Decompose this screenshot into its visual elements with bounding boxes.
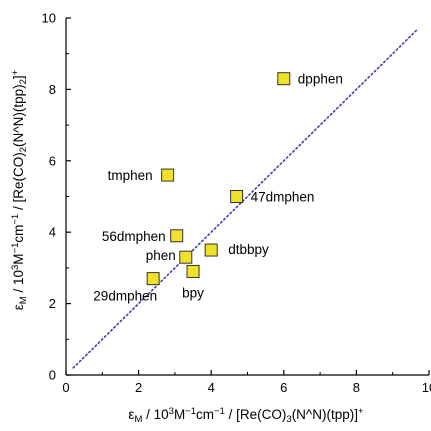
point-label: 56dmphen <box>102 229 166 244</box>
y-tick-label: 4 <box>49 225 56 240</box>
point-labels: dpphen tmphen 47dmphen 56dmphen dtbbpy phen bp… <box>93 72 343 304</box>
data-point-marker <box>204 243 218 257</box>
y-axis-title: εM / 103M−1cm−1 / [Re(CO)2(N^N)(tpp)2]+ <box>10 69 29 310</box>
data-point-marker <box>146 272 160 286</box>
x-axis-title: εM / 103M−1cm−1 / [Re(CO)3(N^N)(tpp)]+ <box>128 406 364 425</box>
y-tick-label: 2 <box>49 296 56 311</box>
x-tick-label: 10 <box>422 380 431 395</box>
x-tick-label: 6 <box>280 380 287 395</box>
data-point-marker <box>186 264 200 278</box>
y-tick-label: 8 <box>49 82 56 97</box>
reference-line <box>72 27 419 369</box>
y-tick-label: 10 <box>42 11 56 26</box>
y-tick-label: 0 <box>49 368 56 383</box>
point-label: 47dmphen <box>251 190 315 205</box>
point-label: bpy <box>182 285 204 300</box>
point-label: dtbbpy <box>228 242 269 257</box>
data-points <box>146 72 291 286</box>
x-tick-label: 8 <box>353 380 360 395</box>
point-label: 29dmphen <box>93 289 157 304</box>
data-point-marker <box>170 229 184 243</box>
x-tick-label: 0 <box>62 380 69 395</box>
data-point-marker <box>179 250 193 264</box>
y-tick-label: 6 <box>49 153 56 168</box>
x-axis-ticks: 0 2 4 6 8 10 <box>62 370 431 395</box>
reference-line-layer <box>72 27 419 369</box>
x-tick-label: 4 <box>208 380 215 395</box>
point-label: phen <box>146 248 176 263</box>
data-point-marker <box>277 72 291 86</box>
data-point-marker <box>230 190 244 203</box>
y-axis-ticks: 0 2 4 6 8 10 <box>42 11 71 383</box>
point-label: tmphen <box>108 168 153 183</box>
x-tick-label: 2 <box>135 380 142 395</box>
point-label: dpphen <box>298 72 343 87</box>
data-point-marker <box>161 168 175 182</box>
